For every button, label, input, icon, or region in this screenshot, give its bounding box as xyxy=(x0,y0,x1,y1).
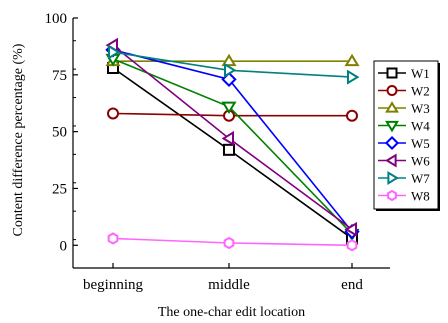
diamond-marker xyxy=(384,135,400,151)
legend-item: W6 xyxy=(378,154,430,169)
series-layer xyxy=(105,37,360,252)
y-tick-label: 25 xyxy=(52,181,67,197)
legend-label: W1 xyxy=(411,66,430,81)
hexagon-marker xyxy=(387,189,397,202)
triangle-up-marker xyxy=(221,53,237,67)
circle-marker xyxy=(107,107,119,120)
triangle-up-marker xyxy=(385,101,399,113)
triangle-down-marker xyxy=(385,120,399,133)
legend-item: W4 xyxy=(378,119,430,134)
square-marker xyxy=(386,67,398,79)
y-tick-label: 0 xyxy=(60,238,68,254)
triangle-right-marker xyxy=(108,44,121,60)
legend-item: W7 xyxy=(378,171,430,186)
legend-item: W5 xyxy=(378,135,430,151)
series-w7 xyxy=(108,44,360,85)
triangle-left-marker xyxy=(221,130,234,146)
legend-label: W8 xyxy=(411,189,430,204)
legend-label: W6 xyxy=(411,154,430,169)
triangle-right-marker xyxy=(347,69,360,85)
x-tick-label: middle xyxy=(208,277,250,293)
legend-label: W5 xyxy=(411,136,430,151)
legend-box xyxy=(373,60,439,210)
triangle-right-marker xyxy=(387,171,399,185)
x-axis-title: The one-char edit location xyxy=(158,305,305,320)
triangle-down-marker xyxy=(221,101,237,115)
x-tick-label: end xyxy=(341,277,363,293)
hexagon-marker xyxy=(107,232,119,245)
y-tick-label: 75 xyxy=(52,68,67,84)
axes: 0 25 50 75 100 beginning middle end xyxy=(45,11,390,293)
series-w1 xyxy=(107,62,358,245)
legend-item: W8 xyxy=(378,189,430,204)
triangle-left-marker xyxy=(344,221,357,237)
legend-item: W1 xyxy=(378,66,430,81)
y-tick-label: 50 xyxy=(52,125,67,141)
legend: W1 W2 W3 W4 W5 W6 W7 W8 xyxy=(373,60,440,211)
hexagon-marker xyxy=(346,239,358,252)
x-tick-label: beginning xyxy=(83,277,143,293)
legend-label: W7 xyxy=(411,171,430,186)
square-marker xyxy=(223,143,235,156)
series-w6 xyxy=(105,37,357,237)
series-w8 xyxy=(107,232,358,252)
legend-label: W4 xyxy=(411,119,430,134)
circle-marker xyxy=(386,85,398,96)
hexagon-marker xyxy=(223,236,235,250)
triangle-left-marker xyxy=(385,153,397,168)
triangle-right-marker xyxy=(224,62,237,78)
legend-item: W2 xyxy=(378,84,430,99)
legend-label: W2 xyxy=(411,84,430,99)
legend-item: W3 xyxy=(378,101,430,116)
triangle-up-marker xyxy=(344,53,360,67)
legend-label: W3 xyxy=(411,101,430,116)
y-tick-label: 100 xyxy=(45,11,68,27)
y-axis-title: Content difference percentage (%) xyxy=(11,43,26,236)
circle-marker xyxy=(346,109,358,122)
